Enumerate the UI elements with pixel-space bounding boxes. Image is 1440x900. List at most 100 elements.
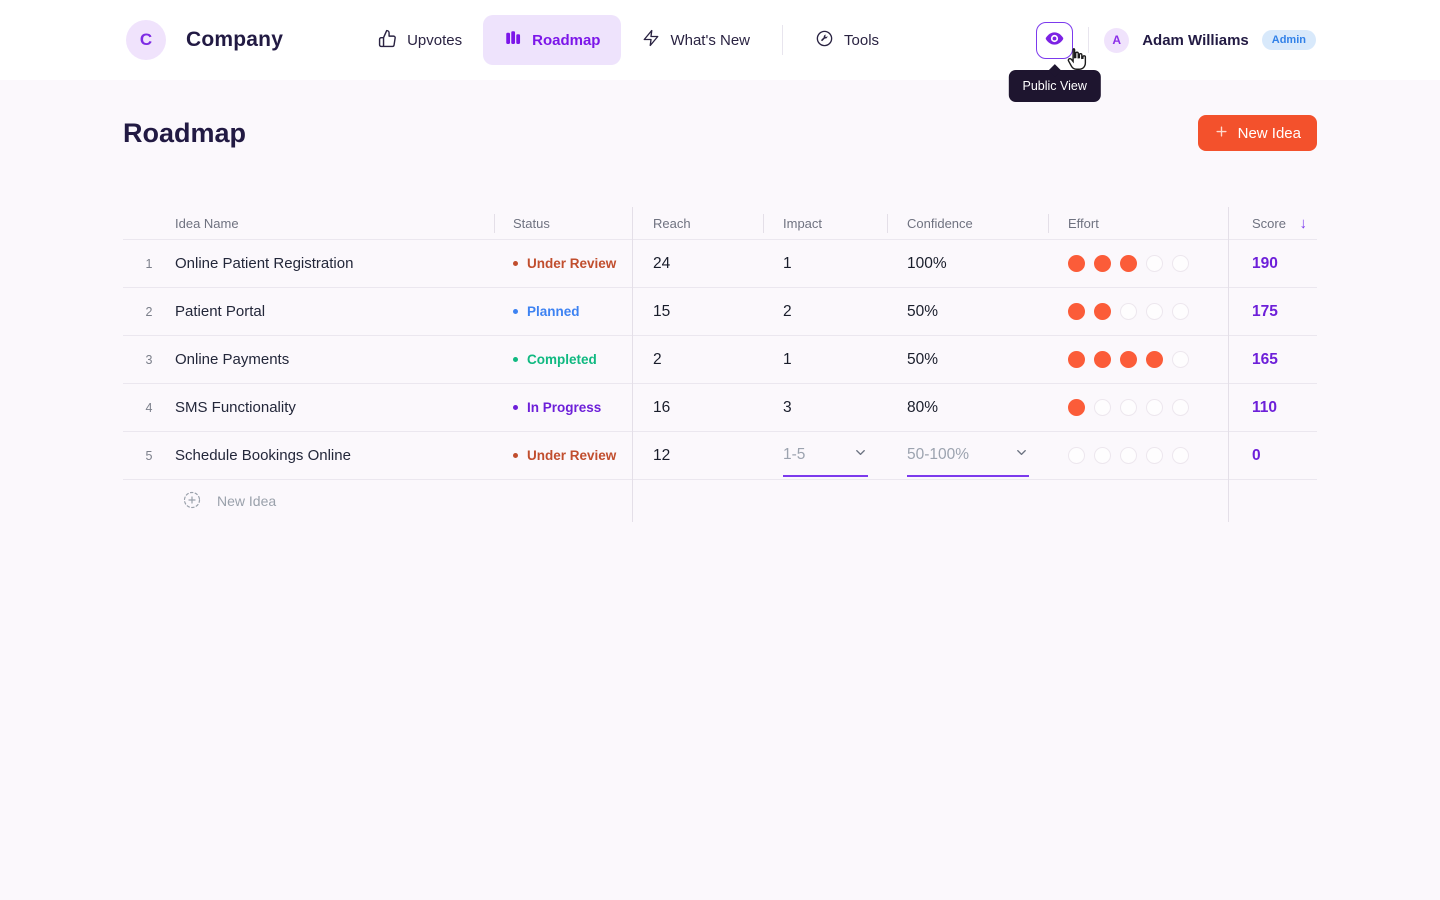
plus-circle-dashed-icon (183, 491, 201, 512)
user-menu[interactable]: A Adam Williams Admin (1104, 27, 1316, 53)
nav-item-whats-new[interactable]: What's New (621, 15, 771, 65)
effort-dot-empty[interactable] (1094, 399, 1111, 416)
idea-name-cell[interactable]: Schedule Bookings Online (175, 447, 351, 464)
add-new-idea-row[interactable]: New Idea (123, 480, 1317, 522)
idea-name-cell[interactable]: Online Payments (175, 351, 290, 368)
brand[interactable]: C Company (126, 20, 283, 60)
effort-dot-filled[interactable] (1068, 351, 1085, 368)
effort-dot-filled[interactable] (1094, 255, 1111, 272)
bar-chart-icon (504, 29, 522, 51)
impact-select-placeholder: 1-5 (783, 445, 806, 463)
effort-dot-filled[interactable] (1068, 399, 1085, 416)
score-cell: 110 (1252, 398, 1278, 416)
nav-label: What's New (670, 31, 751, 49)
main-nav: Upvotes Roadmap What's New Tools (357, 15, 900, 66)
effort-dot-empty[interactable] (1120, 447, 1137, 464)
column-header-idea-name: Idea Name (175, 215, 239, 231)
effort-dot-empty[interactable] (1172, 447, 1189, 464)
effort-dot-empty[interactable] (1146, 255, 1163, 272)
effort-dot-filled[interactable] (1094, 303, 1111, 320)
chevron-down-icon (1014, 445, 1029, 465)
row-number: 3 (145, 352, 153, 367)
impact-cell[interactable]: 1 (783, 254, 792, 272)
effort-dot-filled[interactable] (1068, 255, 1085, 272)
effort-dot-empty[interactable] (1094, 447, 1111, 464)
reach-cell[interactable]: 24 (653, 254, 671, 272)
effort-dot-filled[interactable] (1120, 255, 1137, 272)
idea-name-cell[interactable]: Patient Portal (175, 303, 266, 320)
effort-dot-filled[interactable] (1146, 351, 1163, 368)
effort-rating (1048, 447, 1228, 464)
status-dot (513, 405, 518, 410)
new-idea-button[interactable]: New Idea (1197, 115, 1317, 151)
effort-dot-empty[interactable] (1120, 303, 1137, 320)
nav-item-tools[interactable]: Tools (794, 15, 900, 66)
effort-dot-empty[interactable] (1068, 447, 1085, 464)
idea-name-cell[interactable]: Online Patient Registration (175, 255, 354, 272)
hand-cursor-icon (1063, 46, 1089, 79)
status-badge[interactable]: In Progress (513, 400, 632, 415)
nav-divider (782, 25, 784, 55)
status-badge[interactable]: Under Review (513, 256, 632, 271)
user-name: Adam Williams (1142, 31, 1249, 49)
table-row: 4 SMS Functionality In Progress 16 3 80%… (123, 384, 1317, 432)
column-divider (1228, 207, 1229, 522)
add-new-idea-label: New Idea (217, 493, 277, 509)
status-dot (513, 453, 518, 458)
idea-name-cell[interactable]: SMS Functionality (175, 399, 296, 416)
eye-icon (1044, 28, 1065, 52)
nav-item-roadmap[interactable]: Roadmap (483, 15, 622, 65)
status-label: Planned (527, 304, 580, 319)
status-label: Completed (527, 352, 597, 367)
effort-dot-empty[interactable] (1146, 399, 1163, 416)
impact-cell[interactable]: 1 (783, 350, 792, 368)
reach-cell[interactable]: 16 (653, 398, 671, 416)
table-row: 3 Online Payments Completed 2 1 50% 165 (123, 336, 1317, 384)
nav-item-upvotes[interactable]: Upvotes (357, 15, 483, 66)
status-dot (513, 261, 518, 266)
status-label: Under Review (527, 448, 617, 463)
public-view-tooltip: Public View (1008, 69, 1101, 102)
main-content: Roadmap New Idea Idea Name Status Reach … (0, 80, 1440, 522)
reach-cell[interactable]: 15 (653, 302, 671, 320)
table-row: 1 Online Patient Registration Under Revi… (123, 240, 1317, 288)
effort-dot-empty[interactable] (1172, 399, 1189, 416)
row-number: 4 (145, 400, 153, 415)
confidence-cell[interactable]: 80% (907, 398, 939, 416)
tools-icon (815, 29, 834, 52)
impact-cell[interactable]: 2 (783, 302, 792, 320)
table-row: 2 Patient Portal Planned 15 2 50% 175 (123, 288, 1317, 336)
effort-dot-empty[interactable] (1172, 303, 1189, 320)
row-number: 5 (145, 448, 153, 463)
confidence-select[interactable]: 50-100% (907, 435, 1029, 477)
nav-label: Upvotes (407, 31, 463, 49)
sort-desc-icon[interactable]: ↓ (1299, 214, 1308, 232)
score-header-label: Score (1252, 215, 1286, 231)
effort-dot-filled[interactable] (1094, 351, 1111, 368)
reach-cell[interactable]: 2 (653, 350, 662, 368)
public-view-button[interactable] (1036, 21, 1074, 59)
confidence-cell[interactable]: 50% (907, 302, 939, 320)
score-cell: 190 (1252, 254, 1278, 272)
effort-dot-empty[interactable] (1120, 399, 1137, 416)
effort-dot-empty[interactable] (1146, 447, 1163, 464)
effort-dot-empty[interactable] (1172, 255, 1189, 272)
impact-select[interactable]: 1-5 (783, 435, 868, 477)
status-label: Under Review (527, 256, 617, 271)
chevron-down-icon (853, 445, 868, 465)
effort-dot-empty[interactable] (1172, 351, 1189, 368)
status-badge[interactable]: Completed (513, 352, 632, 367)
effort-dot-filled[interactable] (1120, 351, 1137, 368)
status-badge[interactable]: Planned (513, 304, 632, 319)
impact-cell[interactable]: 3 (783, 398, 792, 416)
header-tick (763, 214, 764, 233)
effort-dot-filled[interactable] (1068, 303, 1085, 320)
plus-icon (1214, 124, 1229, 143)
confidence-cell[interactable]: 50% (907, 350, 939, 368)
page-title: Roadmap (123, 117, 247, 148)
effort-dot-empty[interactable] (1146, 303, 1163, 320)
reach-cell[interactable]: 12 (653, 446, 671, 464)
score-cell: 175 (1252, 302, 1278, 320)
confidence-cell[interactable]: 100% (907, 254, 947, 272)
status-badge[interactable]: Under Review (513, 448, 632, 463)
